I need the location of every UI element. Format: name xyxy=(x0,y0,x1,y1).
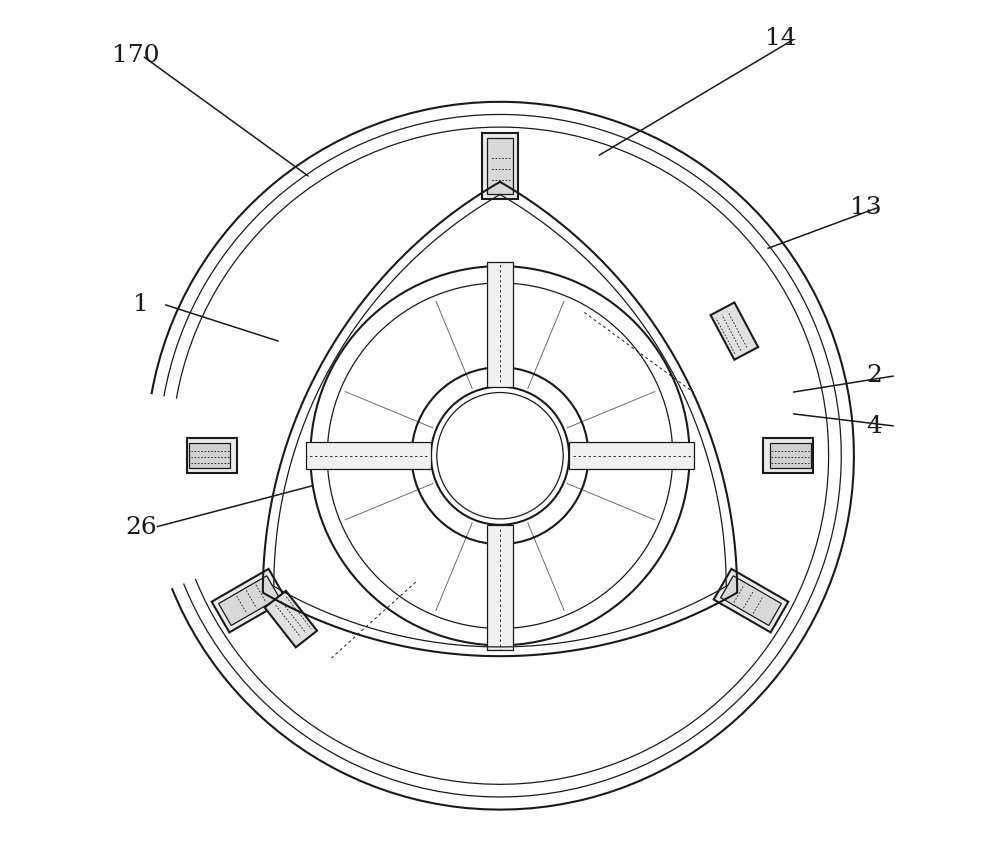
Polygon shape xyxy=(487,262,513,387)
Polygon shape xyxy=(212,569,286,632)
Polygon shape xyxy=(487,138,513,193)
Polygon shape xyxy=(763,438,813,473)
Text: 14: 14 xyxy=(765,27,797,50)
Text: 4: 4 xyxy=(867,414,882,438)
Polygon shape xyxy=(569,442,694,469)
Polygon shape xyxy=(219,576,279,625)
Text: 13: 13 xyxy=(850,196,881,219)
Polygon shape xyxy=(714,569,788,632)
Polygon shape xyxy=(187,438,237,473)
Polygon shape xyxy=(265,591,317,647)
Polygon shape xyxy=(721,576,781,625)
Text: 2: 2 xyxy=(867,364,882,387)
Polygon shape xyxy=(482,133,518,198)
Polygon shape xyxy=(306,442,431,469)
Polygon shape xyxy=(487,525,513,650)
Text: 26: 26 xyxy=(125,516,157,538)
Polygon shape xyxy=(711,302,758,360)
Polygon shape xyxy=(770,443,811,468)
Polygon shape xyxy=(189,443,230,468)
Text: 170: 170 xyxy=(112,44,160,67)
Text: 1: 1 xyxy=(133,293,149,316)
